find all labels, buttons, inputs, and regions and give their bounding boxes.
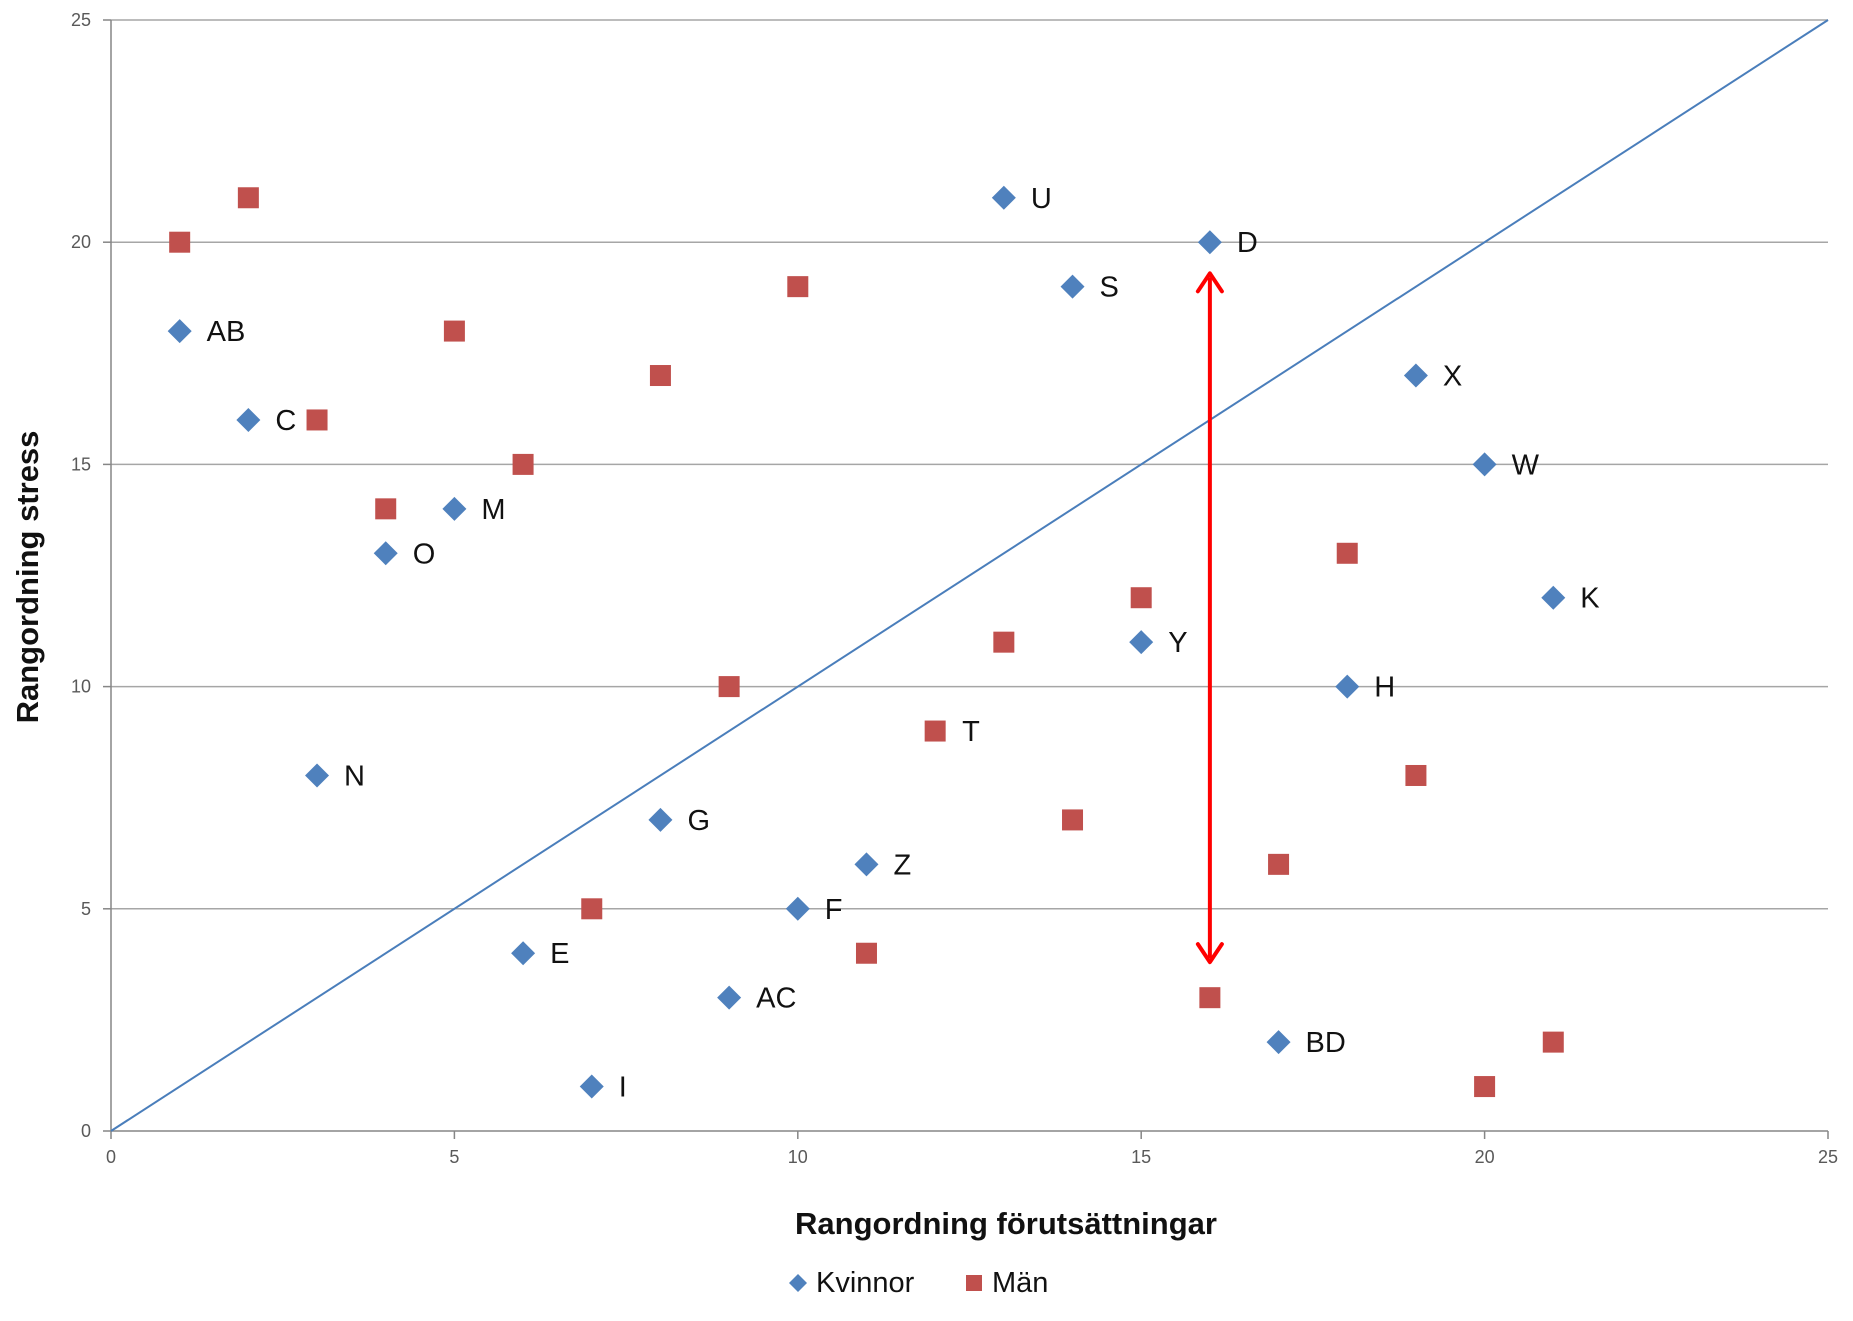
point-label-I: I	[619, 1072, 627, 1104]
point-label-E: E	[550, 938, 569, 970]
data-point-diamond	[167, 319, 192, 344]
x-axis-title: Rangordning förutsättningar	[795, 1206, 1217, 1241]
y-tick-label: 5	[81, 899, 91, 919]
point-label-F: F	[825, 894, 843, 926]
axis-layer: 0 5 10 15 20 25 0 5 10 15 20 25	[71, 10, 1838, 1167]
data-point-diamond	[648, 807, 673, 832]
data-point-square	[1130, 587, 1152, 609]
data-point-square	[993, 631, 1015, 653]
x-tick-label: 5	[449, 1147, 459, 1167]
data-point-square	[855, 942, 877, 964]
x-tick-label: 10	[788, 1147, 808, 1167]
arrow-head-top	[1195, 271, 1224, 294]
data-point-diamond	[305, 763, 330, 788]
data-point-square	[924, 720, 946, 742]
arrow-head-bottom	[1195, 942, 1224, 965]
point-label-Z: Z	[893, 849, 911, 881]
data-point-square	[237, 187, 259, 209]
data-point-square	[1336, 542, 1358, 564]
data-point-square	[306, 409, 328, 431]
data-point-diamond	[1335, 674, 1360, 699]
data-point-diamond	[1403, 363, 1428, 388]
y-axis-title: Rangordning stress	[10, 431, 45, 724]
point-labels-layer: U D S AB X C W M O K Y H N G Z F E AC BD I T	[207, 183, 1601, 1104]
x-tick-label: 0	[106, 1147, 116, 1167]
point-label-S: S	[1100, 272, 1119, 304]
points-layer	[167, 185, 1566, 1099]
x-tick-label: 20	[1475, 1147, 1495, 1167]
reference-line-layer	[110, 19, 1829, 1132]
data-point-square	[1474, 1076, 1496, 1098]
point-label-K: K	[1580, 583, 1600, 615]
point-label-C: C	[275, 405, 296, 437]
data-point-diamond	[442, 496, 467, 521]
data-point-diamond	[991, 185, 1016, 210]
data-point-square	[718, 676, 740, 698]
x-tick-label: 15	[1131, 1147, 1151, 1167]
legend: Kvinnor Män	[789, 1267, 1048, 1299]
data-point-diamond	[236, 407, 261, 432]
data-point-square	[1542, 1031, 1564, 1053]
data-point-diamond	[717, 985, 742, 1010]
reference-diagonal-line	[110, 19, 1829, 1132]
point-label-Y: Y	[1168, 627, 1187, 659]
data-point-diamond	[511, 941, 536, 966]
data-point-square	[375, 498, 397, 520]
point-label-W: W	[1512, 449, 1540, 481]
data-point-square	[169, 231, 191, 253]
data-point-square	[1062, 809, 1084, 831]
y-tick-label: 10	[71, 677, 91, 697]
y-tick-label: 15	[71, 454, 91, 474]
point-label-T: T	[962, 716, 980, 748]
data-point-square	[512, 453, 534, 475]
data-point-diamond	[1266, 1030, 1291, 1055]
point-label-X: X	[1443, 361, 1462, 393]
point-label-AB: AB	[207, 316, 246, 348]
data-point-square	[1405, 764, 1427, 786]
point-label-N: N	[344, 760, 365, 792]
data-point-square	[1199, 987, 1221, 1009]
x-tick-label: 25	[1818, 1147, 1838, 1167]
data-point-diamond	[789, 1274, 807, 1292]
data-point-square	[787, 276, 809, 298]
data-point-diamond	[1129, 630, 1154, 655]
legend-entry-diamond: Kvinnor	[816, 1267, 915, 1299]
data-point-square	[649, 365, 671, 387]
data-point-diamond	[1472, 452, 1497, 477]
data-point-diamond	[373, 541, 398, 566]
grid-layer	[111, 19, 1828, 910]
y-tick-label: 25	[71, 10, 91, 30]
data-point-square	[443, 320, 465, 342]
data-point-diamond	[785, 896, 810, 921]
data-point-square	[966, 1275, 982, 1291]
point-label-U: U	[1031, 183, 1052, 215]
point-label-AC: AC	[756, 983, 796, 1015]
point-label-H: H	[1374, 672, 1395, 704]
data-point-diamond	[854, 852, 879, 877]
data-point-diamond	[1197, 230, 1222, 255]
data-point-diamond	[1541, 585, 1566, 610]
data-point-square	[581, 898, 603, 920]
data-point-diamond	[1060, 274, 1085, 299]
y-tick-label: 20	[71, 232, 91, 252]
arrow-layer	[1195, 271, 1224, 965]
point-label-O: O	[413, 538, 436, 570]
point-label-D: D	[1237, 227, 1258, 259]
legend-entry-square: Män	[992, 1267, 1048, 1299]
point-label-G: G	[687, 805, 710, 837]
point-label-BD: BD	[1306, 1027, 1346, 1059]
point-label-M: M	[481, 494, 505, 526]
y-tick-label: 0	[81, 1121, 91, 1141]
data-point-square	[1268, 853, 1290, 875]
data-point-diamond	[579, 1074, 604, 1099]
